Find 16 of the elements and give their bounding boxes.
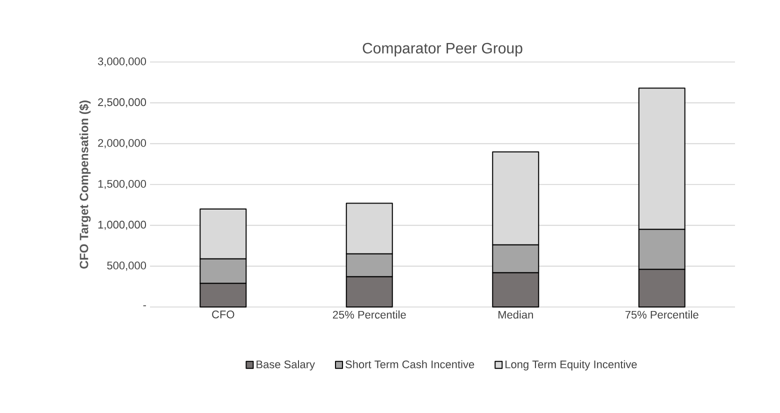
y-tick-label: 2,000,000 <box>98 139 146 148</box>
y-axis-title: CFO Target Compensation ($) <box>79 100 91 269</box>
y-tick-label: - <box>143 305 146 306</box>
y-tick-label: 2,500,000 <box>98 98 146 108</box>
x-tick-label: 25% Percentile <box>332 310 406 319</box>
legend-label: Long Term Equity Incentive <box>506 360 637 370</box>
x-tick-label: CFO <box>212 310 234 318</box>
y-tick-label: 1,000,000 <box>98 220 146 230</box>
legend-label: Base Salary <box>256 360 315 370</box>
chart-title: Comparator Peer Group <box>362 42 522 56</box>
y-tick-label: 500,000 <box>107 262 146 271</box>
x-tick-label: 75% Percentile <box>625 310 698 319</box>
y-tick-label: 1,500,000 <box>98 180 146 190</box>
x-tick-label: Median <box>498 310 533 319</box>
y-tick-label: 3,000,000 <box>98 57 146 67</box>
legend-label: Short Term Cash Incentive <box>346 360 474 368</box>
